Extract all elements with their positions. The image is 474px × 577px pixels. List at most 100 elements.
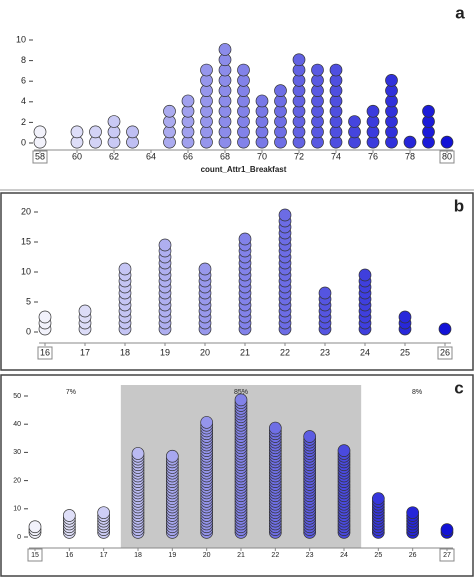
dot — [366, 104, 380, 118]
dot-stack — [131, 447, 145, 539]
dot-stack — [28, 520, 42, 539]
x-tick-label: 25 — [374, 552, 382, 559]
x-tick-label: 18 — [134, 552, 142, 559]
x-tick-label: 26 — [409, 552, 417, 559]
y-tick-label: 15 — [21, 236, 31, 246]
panel-frame — [0, 192, 474, 371]
dot — [440, 523, 454, 536]
x-tick-box — [27, 548, 43, 562]
x-tick-label: 23 — [320, 347, 330, 357]
x-tick-label: 19 — [160, 347, 170, 357]
x-tick-label: 24 — [360, 347, 370, 357]
dot — [163, 104, 176, 118]
dot-stack — [406, 506, 420, 539]
dot-stack — [438, 322, 452, 336]
x-axis-label: count_Attr1_Breakfast — [201, 165, 287, 174]
dot-stack — [268, 421, 282, 539]
dot — [278, 208, 292, 222]
dot — [398, 310, 412, 324]
dot-stack — [62, 509, 76, 539]
dot — [218, 43, 232, 56]
x-tick-box — [437, 346, 453, 360]
x-tick-label: 16 — [65, 552, 73, 559]
dot — [126, 125, 139, 139]
dot — [89, 125, 102, 139]
dot — [440, 135, 454, 149]
dot-stack — [366, 104, 380, 149]
dot — [311, 63, 324, 77]
dot — [337, 444, 351, 457]
dot — [181, 94, 195, 108]
panel-label: a — [455, 3, 465, 22]
dot-stack — [78, 304, 92, 336]
dot-stack — [311, 63, 324, 149]
panel-label: b — [454, 196, 464, 215]
dot-stack — [358, 268, 372, 336]
panel-label: c — [454, 378, 463, 397]
x-tick-label: 17 — [100, 552, 108, 559]
x-tick-label: 62 — [109, 151, 119, 161]
dot — [358, 268, 372, 282]
dot-stack — [318, 286, 332, 336]
y-tick-label: 6 — [21, 76, 26, 86]
x-tick-label: 21 — [237, 552, 245, 559]
dot-stack — [440, 523, 454, 539]
x-tick-box — [439, 150, 455, 164]
x-tick-label: 18 — [120, 347, 130, 357]
dot-stack — [303, 430, 317, 539]
x-tick-label: 76 — [368, 151, 378, 161]
dot — [237, 63, 250, 77]
dot-stack — [440, 135, 454, 149]
dot-stack — [70, 125, 84, 149]
x-tick-label: 19 — [168, 552, 176, 559]
panel-frame — [0, 374, 474, 577]
dot-stack — [158, 238, 172, 336]
y-tick-label: 40 — [13, 421, 21, 428]
dot — [329, 63, 343, 77]
x-tick-label: 22 — [271, 552, 279, 559]
y-tick-label: 8 — [21, 55, 26, 65]
x-tick-label: 66 — [183, 151, 193, 161]
x-tick-label: 80 — [442, 151, 452, 161]
dot — [198, 262, 212, 276]
dot-stack — [165, 449, 179, 539]
dot-stack — [292, 53, 306, 149]
y-tick-label: 10 — [21, 266, 31, 276]
dot-stack — [255, 94, 269, 149]
dot-stack — [371, 492, 385, 539]
dot-stack — [33, 125, 47, 149]
x-tick-label: 74 — [331, 151, 341, 161]
x-tick-label: 68 — [220, 151, 230, 161]
x-tick-label: 26 — [440, 347, 450, 357]
dot — [234, 393, 248, 407]
y-tick-label: 30 — [13, 449, 21, 456]
y-tick-label: 5 — [26, 296, 31, 306]
dot-stack — [181, 94, 195, 149]
dot — [38, 310, 52, 324]
dot — [292, 53, 306, 67]
x-tick-label: 60 — [72, 151, 82, 161]
y-tick-label: 0 — [21, 137, 26, 147]
x-tick-label: 15 — [31, 552, 39, 559]
dot-stack — [198, 262, 212, 336]
dot-stack — [278, 208, 292, 336]
dot-stack — [38, 310, 52, 336]
x-tick-label: 78 — [405, 151, 415, 161]
dot — [131, 447, 145, 460]
dot-stack — [126, 125, 139, 149]
dot — [268, 421, 282, 435]
dot — [303, 430, 317, 443]
dot-stack — [274, 84, 287, 149]
dot-stack — [218, 43, 232, 149]
y-tick-label: 20 — [13, 477, 21, 484]
y-tick-label: 50 — [13, 393, 21, 400]
dot — [62, 509, 76, 522]
dot-stack — [107, 115, 121, 149]
x-tick-label: 58 — [35, 151, 45, 161]
dot — [422, 104, 435, 118]
dot — [158, 238, 172, 252]
dot — [78, 304, 92, 318]
dot — [28, 520, 42, 534]
dot — [385, 73, 398, 87]
x-tick-label: 20 — [203, 552, 211, 559]
